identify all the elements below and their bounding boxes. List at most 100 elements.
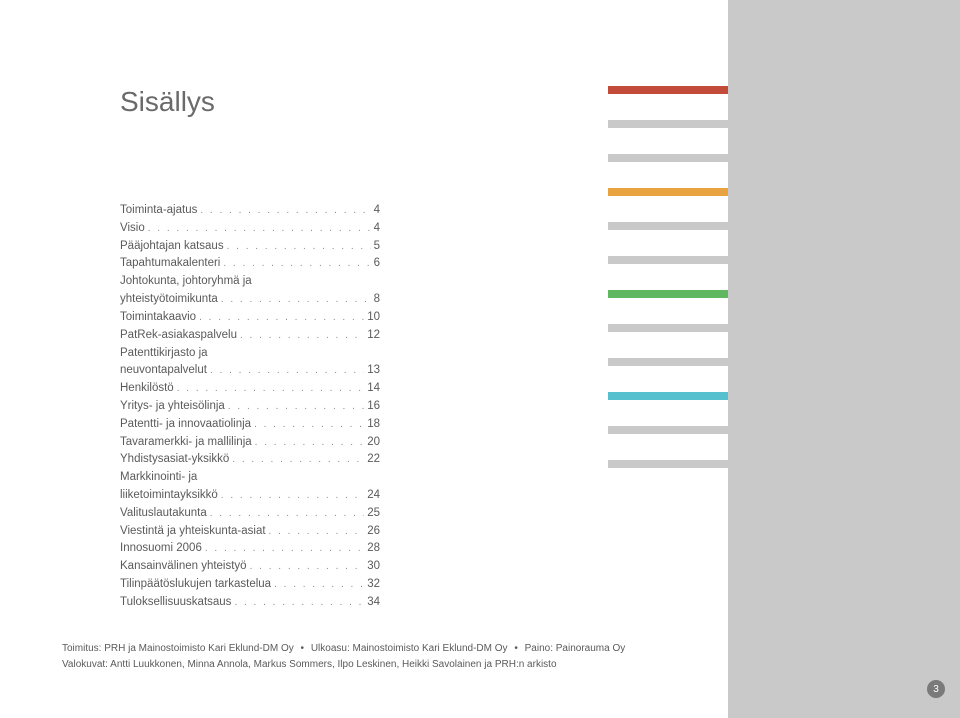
toc-leader-dots: . . . . . . . . . . . . . . . . . . . . … [205,541,364,557]
toc-entry: Valituslautakunta. . . . . . . . . . . .… [120,505,380,523]
toc-entry: Toimintakaavio. . . . . . . . . . . . . … [120,309,380,327]
color-bar [608,222,728,230]
credits-part: Ulkoasu: Mainostoimisto Kari Eklund-DM O… [311,643,508,654]
toc-entry-page: 18 [367,416,380,434]
toc-entry-page: 26 [367,523,380,541]
toc-entry-label: PatRek-asiakaspalvelu [120,327,237,345]
toc-leader-dots: . . . . . . . . . . . . . . . . . . . . … [228,399,364,415]
toc-entry-prefix: Patenttikirjasto ja [120,345,380,363]
toc-leader-dots: . . . . . . . . . . . . . . . . . . . . … [210,506,364,522]
toc-entry-label: Tapahtumakalenteri [120,255,220,273]
toc-entry-page: 16 [367,398,380,416]
color-bar [608,392,728,400]
toc-leader-dots: . . . . . . . . . . . . . . . . . . . . … [254,417,364,433]
toc-entry: Viestintä ja yhteiskunta-asiat. . . . . … [120,523,380,541]
toc-entry-prefix: Markkinointi- ja [120,469,380,487]
toc-entry: Tavaramerkki- ja mallilinja. . . . . . .… [120,434,380,452]
toc-entry: Yritys- ja yhteisölinja. . . . . . . . .… [120,398,380,416]
page-number-badge: 3 [927,680,945,698]
toc-entry: PatRek-asiakaspalvelu. . . . . . . . . .… [120,327,380,345]
toc-entry: Tapahtumakalenteri. . . . . . . . . . . … [120,255,380,273]
toc-entry-label: Viestintä ja yhteiskunta-asiat [120,523,266,541]
toc-entry-page: 32 [367,576,380,594]
toc-entry-page: 25 [367,505,380,523]
toc-entry-page: 28 [367,540,380,558]
toc-leader-dots: . . . . . . . . . . . . . . . . . . . . … [250,559,365,575]
toc-entry-page: 6 [374,255,380,273]
toc-entry: Henkilöstö. . . . . . . . . . . . . . . … [120,380,380,398]
color-bar [608,188,728,196]
bullet-icon: • [514,643,518,654]
toc-entry-page: 24 [367,487,380,505]
toc-leader-dots: . . . . . . . . . . . . . . . . . . . . … [240,328,364,344]
credits: Toimitus: PRH ja Mainostoimisto Kari Ekl… [62,641,625,672]
toc-entry-page: 4 [374,220,380,238]
toc-entry: yhteistyötoimikunta. . . . . . . . . . .… [120,291,380,309]
table-of-contents: Toiminta-ajatus. . . . . . . . . . . . .… [120,202,380,612]
bullet-icon: • [301,643,305,654]
toc-entry-label: Tuloksellisuuskatsaus [120,594,231,612]
toc-entry-label: Pääjohtajan katsaus [120,238,224,256]
toc-entry-page: 30 [367,558,380,576]
toc-entry-page: 22 [367,451,380,469]
toc-entry-label: yhteistyötoimikunta [120,291,218,309]
toc-entry-page: 13 [367,362,380,380]
toc-entry-label: Valituslautakunta [120,505,207,523]
toc-entry-page: 5 [374,238,380,256]
toc-entry-page: 8 [374,291,380,309]
toc-leader-dots: . . . . . . . . . . . . . . . . . . . . … [221,292,371,308]
toc-entry-page: 10 [367,309,380,327]
toc-leader-dots: . . . . . . . . . . . . . . . . . . . . … [200,203,370,219]
credits-line-1: Toimitus: PRH ja Mainostoimisto Kari Ekl… [62,641,625,657]
toc-entry: Visio. . . . . . . . . . . . . . . . . .… [120,220,380,238]
toc-leader-dots: . . . . . . . . . . . . . . . . . . . . … [210,363,364,379]
toc-leader-dots: . . . . . . . . . . . . . . . . . . . . … [234,595,364,611]
toc-leader-dots: . . . . . . . . . . . . . . . . . . . . … [199,310,364,326]
toc-entry-page: 34 [367,594,380,612]
toc-entry: Kansainvälinen yhteistyö. . . . . . . . … [120,558,380,576]
color-bar [608,154,728,162]
toc-entry-page: 14 [367,380,380,398]
color-bar [608,358,728,366]
toc-entry-label: Patentti- ja innovaatiolinja [120,416,251,434]
toc-entry-prefix: Johtokunta, johtoryhmä ja [120,273,380,291]
toc-entry: liiketoimintayksikkö. . . . . . . . . . … [120,487,380,505]
toc-entry-label: Henkilöstö [120,380,174,398]
sidebar-block [728,0,960,718]
toc-entry: Pääjohtajan katsaus. . . . . . . . . . .… [120,238,380,256]
page-title: Sisällys [120,86,215,118]
toc-entry-page: 4 [374,202,380,220]
page-number: 3 [933,684,939,695]
toc-entry-page: 20 [367,434,380,452]
toc-leader-dots: . . . . . . . . . . . . . . . . . . . . … [221,488,364,504]
color-bar [608,460,728,468]
color-bar [608,86,728,94]
toc-leader-dots: . . . . . . . . . . . . . . . . . . . . … [255,435,365,451]
toc-entry: Tuloksellisuuskatsaus. . . . . . . . . .… [120,594,380,612]
toc-entry-label: neuvontapalvelut [120,362,207,380]
toc-entry-label: liiketoimintayksikkö [120,487,218,505]
credits-part: Toimitus: PRH ja Mainostoimisto Kari Ekl… [62,643,294,654]
toc-entry-label: Yhdistysasiat-yksikkö [120,451,229,469]
toc-entry-label: Kansainvälinen yhteistyö [120,558,247,576]
toc-leader-dots: . . . . . . . . . . . . . . . . . . . . … [227,239,371,255]
toc-entry: Yhdistysasiat-yksikkö. . . . . . . . . .… [120,451,380,469]
color-bar [608,120,728,128]
color-bar [608,426,728,434]
color-bar [608,324,728,332]
toc-entry: neuvontapalvelut. . . . . . . . . . . . … [120,362,380,380]
page: Sisällys Toiminta-ajatus. . . . . . . . … [0,0,960,718]
toc-entry-label: Visio [120,220,145,238]
toc-entry: Patentti- ja innovaatiolinja. . . . . . … [120,416,380,434]
color-bar [608,290,728,298]
toc-entry: Tilinpäätöslukujen tarkastelua. . . . . … [120,576,380,594]
credits-line-2: Valokuvat: Antti Luukkonen, Minna Annola… [62,657,625,673]
toc-leader-dots: . . . . . . . . . . . . . . . . . . . . … [232,452,364,468]
toc-entry-label: Toiminta-ajatus [120,202,197,220]
toc-entry: Innosuomi 2006. . . . . . . . . . . . . … [120,540,380,558]
toc-leader-dots: . . . . . . . . . . . . . . . . . . . . … [269,524,365,540]
toc-entry-page: 12 [367,327,380,345]
toc-leader-dots: . . . . . . . . . . . . . . . . . . . . … [223,256,370,272]
toc-entry-label: Innosuomi 2006 [120,540,202,558]
toc-entry: Toiminta-ajatus. . . . . . . . . . . . .… [120,202,380,220]
